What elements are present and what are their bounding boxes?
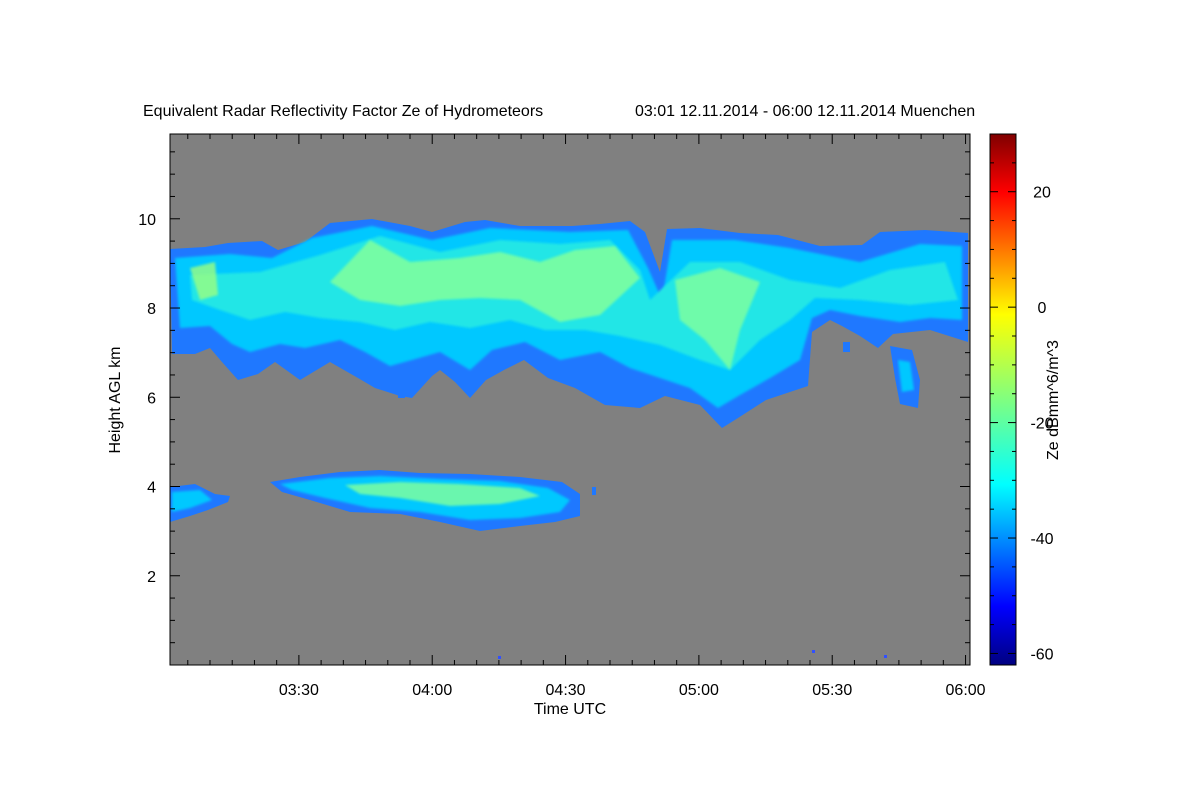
colorbar-tick-label: -20 — [1030, 416, 1053, 433]
colorbar-tick-label: 0 — [1038, 300, 1047, 317]
colorbar-tick-label: 20 — [1033, 185, 1051, 202]
colorbar-tick-label: -60 — [1030, 646, 1053, 663]
colorbar-label: Ze dBmm^6/m^3 — [1045, 340, 1062, 460]
chart-subtitle: 03:01 12.11.2014 - 06:00 12.11.2014 Muen… — [635, 103, 975, 120]
colorbar-ticks: -60 -40 -20 0 20 — [990, 133, 1054, 663]
chart-title: Equivalent Radar Reflectivity Factor Ze … — [143, 103, 543, 120]
echo-lower-layer — [170, 470, 596, 531]
y-axis-label: Height AGL km — [107, 346, 124, 453]
x-tick-label: 05:30 — [812, 682, 852, 699]
x-axis: 03:30 04:00 04:30 05:00 05:30 06:00 — [187, 134, 986, 699]
y-tick-label: 10 — [138, 212, 156, 229]
y-tick-label: 4 — [147, 480, 156, 497]
plot-frame — [169, 133, 971, 666]
colorbar — [989, 133, 1017, 666]
plot-background — [170, 134, 970, 665]
x-axis-label: Time UTC — [534, 701, 606, 718]
echo-upper-layer — [170, 219, 968, 428]
y-tick-label: 6 — [147, 390, 156, 407]
y-tick-label: 8 — [147, 301, 156, 318]
x-tick-label: 03:30 — [279, 682, 319, 699]
x-tick-label: 04:30 — [546, 682, 586, 699]
x-tick-label: 05:00 — [679, 682, 719, 699]
y-tick-label: 2 — [147, 569, 156, 586]
y-axis: 2 4 6 8 10 — [138, 151, 970, 644]
colorbar-tick-label: -40 — [1030, 531, 1053, 548]
noise-pixels — [498, 650, 887, 659]
x-tick-label: 04:00 — [412, 682, 452, 699]
x-tick-label: 06:00 — [946, 682, 986, 699]
